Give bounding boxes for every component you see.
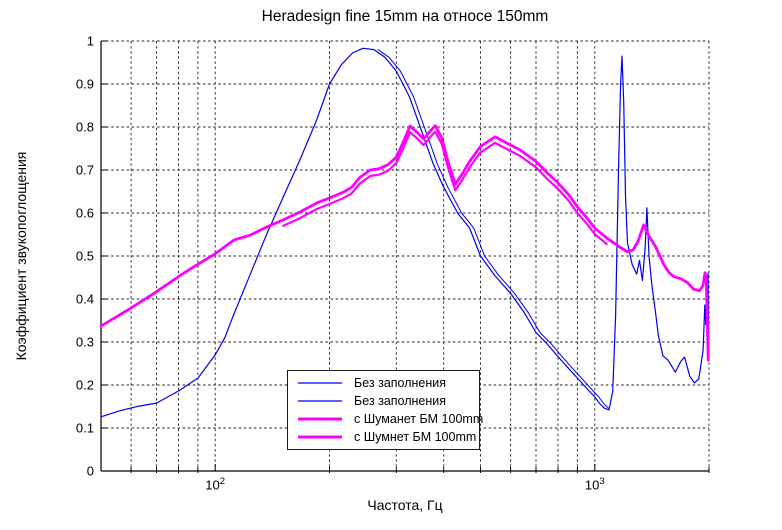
chart-title: Heradesign fine 15mm на относе 150mm <box>261 8 549 25</box>
legend-entry: Без заполнения <box>288 392 479 410</box>
y-tick-label: 0.3 <box>76 335 94 350</box>
legend-box: Без заполнения Без заполнения с Шуманет БМ… <box>287 370 483 450</box>
legend-entry: с Шумнет БМ 100mm <box>288 428 479 446</box>
legend-line-sample <box>298 382 342 384</box>
legend-line-sample <box>298 417 342 421</box>
legend-entry: с Шуманет БМ 100mm <box>288 410 483 428</box>
legend-entry-label: Без заполнения <box>354 394 447 408</box>
x-axis-label: Частота, Гц <box>367 497 443 513</box>
x-tick-label: 103 <box>584 476 605 493</box>
series-line-2 <box>99 124 710 362</box>
y-tick-label: 0.8 <box>76 120 94 135</box>
legend-entry-label: с Шумнет БМ 100mm <box>354 430 477 444</box>
y-tick-label: 0.5 <box>76 249 94 264</box>
legend-line-sample <box>298 435 342 439</box>
legend-line-sample <box>298 400 342 402</box>
x-tick-label: 102 <box>205 476 226 493</box>
y-tick-label: 0.6 <box>76 206 94 221</box>
axis-ticks <box>101 40 710 473</box>
y-tick-labels: 0 0.1 0.2 0.3 0.4 0.5 0.6 0.7 0.8 0.9 1 <box>76 34 94 479</box>
y-tick-label: 0.7 <box>76 163 94 178</box>
legend-entry: Без заполнения <box>288 374 479 392</box>
series-line-1 <box>377 49 609 409</box>
y-tick-label: 0.2 <box>76 378 94 393</box>
legend-entry-label: Без заполнения <box>354 376 447 390</box>
y-tick-label: 0.1 <box>76 421 94 436</box>
y-tick-label: 0.9 <box>76 77 94 92</box>
y-tick-label: 1 <box>87 34 94 49</box>
y-tick-label: 0 <box>87 464 94 479</box>
y-axis-label: Коэффициент звукопоглощения <box>13 151 29 361</box>
y-gridlines <box>101 40 709 429</box>
legend-entry-label: с Шуманет БМ 100mm <box>354 412 484 426</box>
series-line-3 <box>282 130 608 246</box>
y-tick-label: 0.4 <box>76 292 94 307</box>
series-line-0 <box>100 47 710 418</box>
